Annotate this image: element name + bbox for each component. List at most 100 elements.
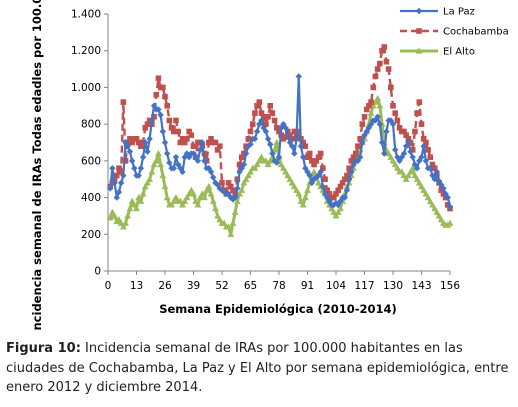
data-point (282, 134, 289, 140)
data-point (383, 58, 390, 65)
data-point (249, 121, 256, 127)
data-point (374, 113, 381, 120)
data-point (111, 179, 118, 187)
x-tick-label: 78 (272, 280, 285, 292)
data-point (168, 125, 175, 131)
data-point (418, 153, 425, 161)
data-point (263, 121, 269, 127)
data-point (336, 204, 344, 212)
data-point (199, 139, 206, 146)
data-point (341, 194, 348, 201)
x-tick-label: 39 (187, 280, 200, 292)
data-point (409, 153, 416, 161)
y-tick-label: 800 (81, 119, 101, 131)
data-point (343, 187, 351, 194)
data-point (155, 75, 162, 82)
data-point (240, 179, 248, 186)
data-point (242, 175, 250, 182)
data-point (416, 157, 423, 165)
caption-text: Incidencia semanal de IRAs por 100.000 h… (6, 341, 509, 395)
series-layer (106, 44, 454, 237)
y-tick-label: 600 (81, 155, 101, 167)
data-point (394, 117, 401, 124)
data-point (420, 136, 427, 142)
x-tick-label: 13 (130, 280, 143, 292)
data-point (416, 99, 423, 105)
legend-label: Cochabamba (443, 27, 509, 38)
data-point (225, 180, 232, 186)
x-axis-title: Semana Epidemiológica (2010-2014) (159, 302, 397, 316)
data-point (445, 202, 451, 208)
data-point (251, 164, 259, 171)
data-point (368, 99, 374, 105)
data-point (161, 182, 169, 190)
data-point (179, 201, 186, 208)
data-point (253, 160, 261, 168)
data-point (440, 185, 447, 192)
data-point (234, 176, 241, 183)
data-point (376, 120, 384, 128)
data-point (414, 110, 420, 116)
y-tick-label: 1.200 (71, 45, 101, 57)
data-point (260, 114, 267, 120)
data-point (333, 191, 339, 197)
data-point (231, 208, 239, 215)
data-point (201, 193, 208, 201)
data-point (153, 91, 160, 98)
data-point (359, 139, 366, 146)
data-point (119, 223, 127, 230)
data-point (128, 157, 136, 165)
data-point (166, 159, 173, 166)
y-tick-label: 1.000 (71, 82, 101, 94)
data-point (205, 182, 213, 190)
series-la-paz-line (109, 75, 452, 208)
data-point (190, 143, 197, 149)
data-point (271, 157, 278, 165)
data-point (300, 139, 306, 146)
data-point (407, 168, 414, 175)
data-point (324, 187, 331, 194)
data-point (238, 154, 245, 160)
x-tick-label: 156 (440, 280, 460, 292)
data-point (106, 214, 114, 221)
data-point (350, 154, 357, 160)
data-point (275, 153, 283, 161)
series-el-alto (106, 94, 454, 237)
data-point (402, 175, 410, 182)
data-point (415, 47, 423, 54)
data-point (164, 102, 170, 109)
data-point (383, 128, 390, 135)
data-point (242, 150, 250, 157)
data-point (409, 147, 416, 153)
data-point (190, 190, 197, 197)
data-point (378, 139, 386, 146)
data-point (115, 188, 123, 196)
data-point (265, 114, 271, 120)
data-point (367, 109, 375, 116)
data-point (124, 212, 132, 219)
chart-area: 0 200 400 600 800 1.000 1.200 1.400 0 13 26 39 52 65 7… (30, 0, 509, 330)
data-point (418, 121, 425, 127)
data-point (185, 190, 193, 197)
y-tick-label: 200 (81, 229, 101, 241)
data-point (142, 125, 149, 131)
data-point (284, 131, 291, 139)
data-point (348, 168, 355, 176)
data-point (106, 185, 114, 192)
data-point (345, 176, 353, 183)
data-point (173, 117, 179, 124)
data-point (208, 136, 214, 142)
x-tick-label: 0 (105, 280, 112, 292)
data-point (332, 212, 340, 219)
data-point (117, 179, 125, 187)
x-tick-label: 104 (326, 280, 346, 292)
data-point (355, 143, 361, 149)
chart-svg: 0 200 400 600 800 1.000 1.200 1.400 0 13 26 39 52 65 7… (30, 0, 509, 330)
data-point (151, 114, 157, 120)
data-point (304, 154, 311, 160)
data-point (120, 172, 127, 179)
data-point (366, 102, 372, 109)
data-point (313, 174, 320, 181)
data-point (196, 193, 204, 201)
data-point (429, 161, 436, 168)
